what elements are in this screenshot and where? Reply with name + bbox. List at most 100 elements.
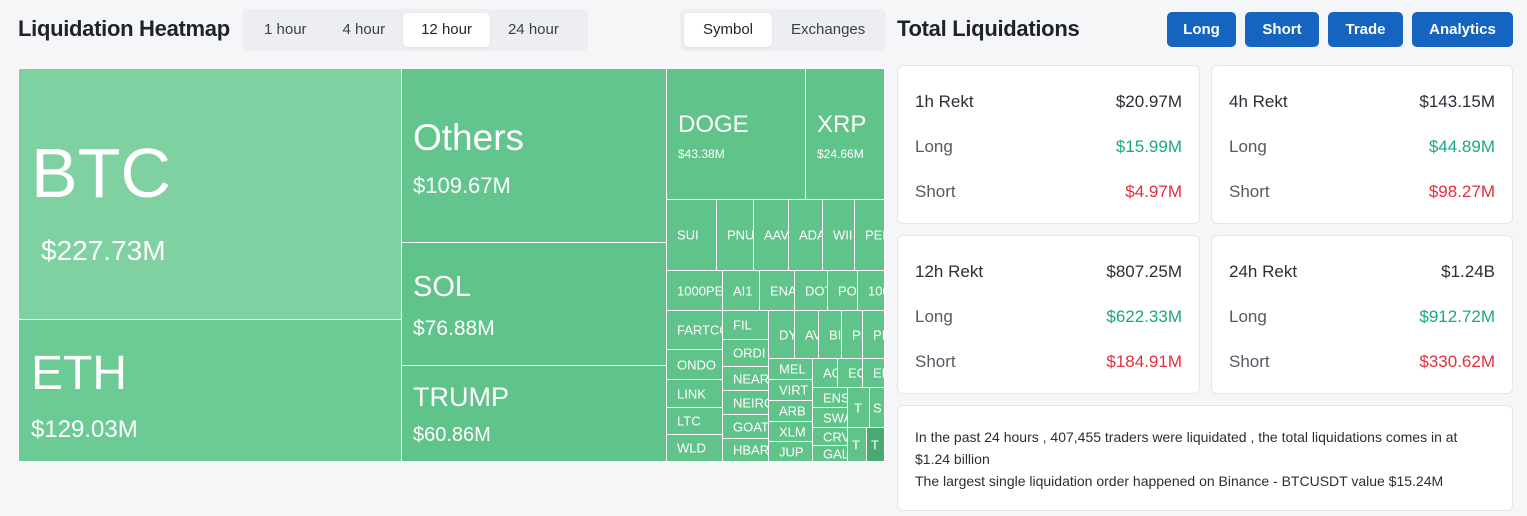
long-label: Long <box>1229 137 1267 156</box>
tile-symbol: BTC <box>31 134 171 212</box>
tile-fil[interactable]: FIL <box>722 310 769 340</box>
long-value: $912.72M <box>1419 307 1495 326</box>
tile-arb[interactable]: ARB <box>768 400 813 422</box>
tile-t-1[interactable]: T <box>847 387 870 428</box>
tile-eigen[interactable]: EI <box>862 358 885 388</box>
tab-24-hour[interactable]: 24 hour <box>507 21 559 38</box>
tile-symbol: SUI <box>677 227 699 243</box>
tile-ordi[interactable]: ORDI <box>722 339 769 367</box>
tile-ai16z[interactable]: AI1 <box>722 270 760 311</box>
tile-doge[interactable]: DOGE $43.38M <box>666 68 806 200</box>
tile-ens[interactable]: ENS <box>812 387 848 408</box>
tile-sui[interactable]: SUI <box>666 199 717 271</box>
tile-symbol: ENS <box>823 390 848 405</box>
tile-xrp[interactable]: XRP $24.66M <box>805 68 885 200</box>
tile-crv[interactable]: CRV <box>812 427 848 446</box>
tab-4-hour[interactable]: 4 hour <box>342 21 386 38</box>
tile-trump[interactable]: TRUMP $60.86M <box>401 365 667 462</box>
card-12h-rekt: 12h Rekt $807.25M Long $622.33M Short $184.… <box>897 235 1200 394</box>
tile-symbol: AI1 <box>733 283 753 298</box>
tile-jup[interactable]: JUP <box>768 441 813 462</box>
tile-pol[interactable]: PO <box>827 270 858 311</box>
tab-1-hour[interactable]: 1 hour <box>264 21 307 38</box>
tile-value: $129.03M <box>31 416 138 443</box>
tile-goat[interactable]: GOAT <box>722 414 769 439</box>
liquidation-summary: In the past 24 hours , 407,455 traders w… <box>897 405 1513 511</box>
short-value: $184.91M <box>1106 352 1182 371</box>
tile-sol[interactable]: SOL $76.88M <box>401 242 667 366</box>
tile-symbol: PI <box>873 327 885 342</box>
tab-symbol[interactable]: Symbol <box>684 13 773 47</box>
tile-swarms[interactable]: SWA <box>812 407 848 428</box>
tile-value: $43.38M <box>678 147 725 161</box>
tile-symbol: AV <box>805 327 818 342</box>
tile-symbol: PI <box>852 327 862 342</box>
tile-ada[interactable]: ADA <box>788 199 823 271</box>
short-value: $98.27M <box>1428 182 1495 201</box>
tile-others[interactable]: Others $109.67M <box>401 68 667 243</box>
tile-t-3[interactable]: T <box>866 427 885 462</box>
tile-aave[interactable]: AAV <box>753 199 789 271</box>
card-1h-rekt: 1h Rekt $20.97M Long $15.99M Short $4.97M <box>897 65 1200 224</box>
tile-pi[interactable]: PI <box>841 310 863 359</box>
tile-ace[interactable]: AC <box>812 358 838 388</box>
long-label: Long <box>915 307 953 326</box>
tile-virtual[interactable]: VIRT <box>768 379 813 401</box>
tile-value: $60.86M <box>413 424 491 446</box>
tile-melania[interactable]: MEL <box>768 358 813 380</box>
long-button[interactable]: Long <box>1167 12 1236 47</box>
trade-button[interactable]: Trade <box>1328 12 1403 47</box>
tile-hbar[interactable]: HBAR <box>722 438 769 462</box>
tile-eos[interactable]: EC <box>837 358 863 388</box>
tile-avax[interactable]: AV <box>794 310 819 359</box>
analytics-button[interactable]: Analytics <box>1412 12 1513 47</box>
tile-symbol: ARB <box>779 403 806 419</box>
tile-symbol: PEF <box>865 227 884 243</box>
tab-exchanges[interactable]: Exchanges <box>791 21 866 38</box>
short-label: Short <box>915 182 956 201</box>
tile-symbol: HBAR <box>733 442 769 458</box>
tile-symbol: ORDI <box>733 345 766 361</box>
tile-near[interactable]: NEAR <box>722 366 769 391</box>
tile-symbol: PO <box>838 283 857 298</box>
tile-eth[interactable]: ETH $129.03M <box>18 319 402 462</box>
long-value: $44.89M <box>1428 137 1495 156</box>
long-label: Long <box>1229 307 1267 326</box>
tile-wif[interactable]: WII <box>822 199 855 271</box>
tile-symbol: ETH <box>31 347 127 400</box>
tile-symbol: DOGE <box>678 111 749 138</box>
short-button[interactable]: Short <box>1245 12 1319 47</box>
group-mode-tabs: Symbol Exchanges <box>680 9 886 51</box>
tile-symbol: FIL <box>733 317 752 333</box>
tile-ena[interactable]: ENA <box>759 270 795 311</box>
tile-bch[interactable]: BI <box>818 310 842 359</box>
tile-ltc[interactable]: LTC <box>666 407 723 435</box>
heatmap-title: Liquidation Heatmap <box>18 16 230 41</box>
tile-s[interactable]: S <box>869 387 885 428</box>
card-label: 1h Rekt <box>915 92 974 111</box>
tile-wld[interactable]: WLD <box>666 434 723 462</box>
tile-value: $227.73M <box>41 235 166 266</box>
tab-12-hour[interactable]: 12 hour <box>403 13 490 47</box>
tile-pepe[interactable]: PEF <box>854 199 885 271</box>
tile-1000x[interactable]: 100 <box>857 270 885 311</box>
tile-symbol: T <box>871 437 879 452</box>
tile-gala[interactable]: GALA <box>812 445 848 462</box>
tile-symbol: CRV <box>823 429 848 444</box>
tile-symbol: AC <box>823 365 837 381</box>
long-value: $15.99M <box>1115 137 1182 156</box>
tile-neiro[interactable]: NEIRO <box>722 390 769 415</box>
card-label: 4h Rekt <box>1229 92 1288 111</box>
tile-xlm[interactable]: XLM <box>768 421 813 442</box>
tile-dydx[interactable]: DY <box>768 310 795 359</box>
tile-pnut[interactable]: PNU <box>716 199 754 271</box>
tile-symbol: EI <box>873 365 885 381</box>
tile-link[interactable]: LINK <box>666 379 723 408</box>
tile-t-2[interactable]: T <box>847 427 867 462</box>
tile-pi2[interactable]: PI <box>862 310 885 359</box>
tile-btc[interactable]: BTC $227.73M <box>18 68 402 320</box>
tile-fartcoin[interactable]: FARTCO <box>666 310 723 350</box>
tile-ondo[interactable]: ONDO <box>666 349 723 380</box>
tile-1000pepe[interactable]: 1000PE <box>666 270 723 311</box>
tile-dot[interactable]: DOT <box>794 270 828 311</box>
